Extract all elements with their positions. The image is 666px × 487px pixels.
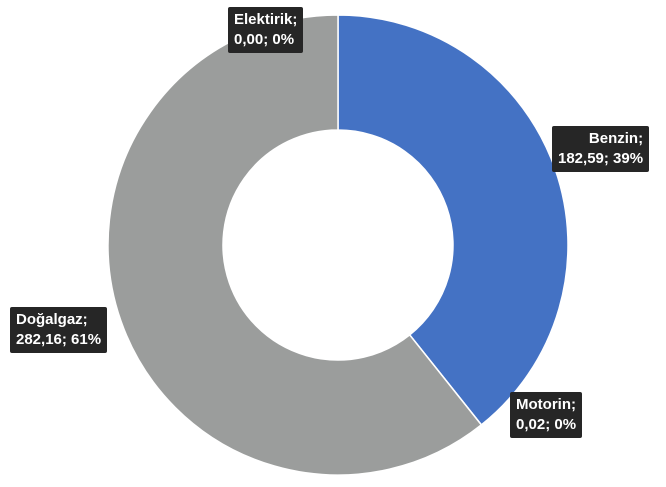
data-label-benzin: Benzin; 182,59; 39%: [552, 126, 650, 172]
data-label-motorin: Motorin; 0,02; 0%: [510, 392, 583, 438]
data-label-dogalgaz: Doğalgaz; 282,16; 61%: [10, 307, 108, 353]
data-label-elektirik-value: 0,00; 0%: [234, 31, 295, 48]
data-label-motorin-name: Motorin;: [516, 396, 576, 413]
data-label-elektirik-name: Elektirik;: [234, 11, 298, 28]
data-label-benzin-value: 182,59; 39%: [558, 150, 644, 167]
slice-benzin: [337, 14, 569, 426]
data-label-benzin-name: Benzin;: [588, 130, 644, 147]
data-label-elektirik: Elektirik; 0,00; 0%: [228, 7, 304, 53]
data-label-dogalgaz-value: 282,16; 61%: [16, 331, 102, 348]
data-label-dogalgaz-name: Doğalgaz;: [16, 311, 88, 328]
data-label-motorin-value: 0,02; 0%: [516, 416, 577, 433]
